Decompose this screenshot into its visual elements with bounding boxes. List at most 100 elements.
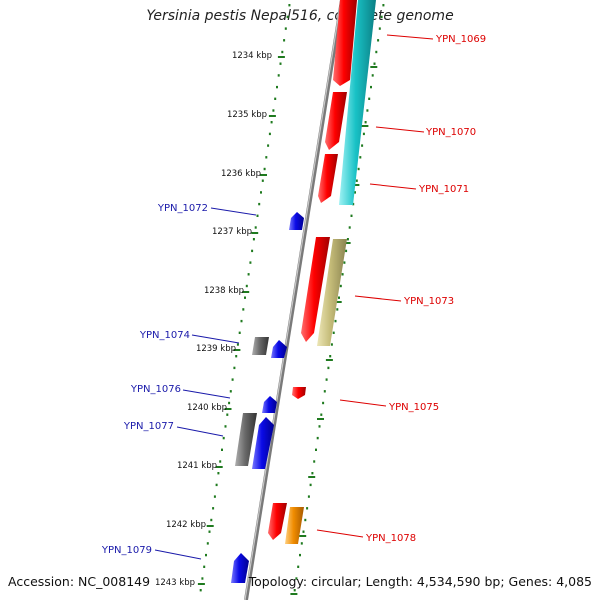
minor-tick xyxy=(377,39,380,42)
right-tick-rail xyxy=(290,4,385,595)
leader-line xyxy=(386,34,434,40)
minor-tick xyxy=(364,121,367,124)
minor-tick xyxy=(354,191,356,194)
minor-tick xyxy=(304,518,307,522)
minor-tick xyxy=(236,343,239,346)
minor-tick xyxy=(260,191,262,194)
minor-tick xyxy=(256,214,259,217)
leader-line xyxy=(375,126,425,133)
minor-tick xyxy=(284,27,287,30)
gene-label[interactable]: YPN_1077 xyxy=(123,421,174,432)
minor-tick xyxy=(338,296,340,299)
scale-label: 1242 kbp xyxy=(166,520,206,530)
gene-label[interactable]: YPN_1073 xyxy=(403,296,454,307)
genome-title: Yersinia pestis Nepal516, complete genom… xyxy=(146,8,454,24)
minor-tick xyxy=(208,530,211,533)
minor-tick xyxy=(277,74,280,77)
minor-tick xyxy=(359,156,362,159)
minor-tick xyxy=(224,425,227,428)
gene-ypn-1077[interactable] xyxy=(235,413,257,466)
minor-tick xyxy=(299,553,301,557)
minor-tick xyxy=(352,202,355,206)
gene-ypn-1069-partner[interactable] xyxy=(339,0,376,205)
minor-tick xyxy=(276,85,278,89)
minor-tick xyxy=(345,249,348,253)
minor-tick xyxy=(238,331,241,334)
minor-tick xyxy=(231,378,234,381)
scale-labels: 1234 kbp 1235 kbp 1236 kbp 1237 kbp 1238… xyxy=(155,51,272,588)
gene-label[interactable]: YPN_1072 xyxy=(157,203,208,214)
minor-tick xyxy=(233,366,236,370)
minor-tick xyxy=(315,448,317,451)
gene-label[interactable]: YPN_1069 xyxy=(435,34,486,45)
gene-features-forward xyxy=(268,0,376,544)
minor-tick xyxy=(316,436,319,440)
gene-ypn-1074-partner[interactable] xyxy=(271,340,287,358)
minor-tick xyxy=(368,97,371,100)
minor-tick xyxy=(267,144,270,147)
minor-tick xyxy=(320,413,323,416)
gene-label[interactable]: YPN_1076 xyxy=(130,384,181,395)
gene-ypn-1077-partner[interactable] xyxy=(252,417,274,469)
gene-ypn-1078-partner[interactable] xyxy=(285,507,304,544)
minor-tick xyxy=(254,226,257,229)
minor-tick xyxy=(270,121,273,124)
minor-tick xyxy=(361,144,364,147)
leader-line xyxy=(210,207,257,216)
gene-ypn-1078[interactable] xyxy=(268,503,287,540)
minor-tick xyxy=(366,109,369,112)
gene-ypn-1071[interactable] xyxy=(318,154,338,203)
gene-ypn-1070[interactable] xyxy=(325,92,347,150)
minor-tick xyxy=(205,553,207,557)
minor-tick xyxy=(327,366,330,370)
genome-summary-text: Topology: circular; Length: 4,534,590 bp… xyxy=(248,574,592,589)
genome-backbone-highlight xyxy=(244,0,342,600)
gene-ypn-1072[interactable] xyxy=(289,212,304,230)
minor-tick xyxy=(341,273,344,276)
scale-label: 1239 kbp xyxy=(196,344,236,354)
gene-label[interactable]: YPN_1079 xyxy=(101,545,152,556)
gene-ypn-1074[interactable] xyxy=(252,337,269,355)
minor-tick xyxy=(212,507,215,510)
minor-tick xyxy=(334,319,337,323)
minor-tick xyxy=(199,589,202,592)
minor-tick xyxy=(300,542,303,545)
minor-tick xyxy=(279,62,282,65)
gene-ypn-1073[interactable] xyxy=(301,237,330,342)
minor-tick xyxy=(286,15,289,19)
minor-tick xyxy=(274,97,277,100)
gene-ypn-1069[interactable] xyxy=(333,0,357,86)
gene-label[interactable]: YPN_1071 xyxy=(418,184,469,195)
gene-label[interactable]: YPN_1075 xyxy=(388,402,439,413)
gene-label[interactable]: YPN_1074 xyxy=(139,330,190,341)
gene-label[interactable]: YPN_1070 xyxy=(425,127,476,138)
minor-tick xyxy=(272,109,275,112)
scale-label: 1234 kbp xyxy=(232,51,272,61)
leader-line xyxy=(354,295,402,302)
minor-tick xyxy=(229,390,232,393)
gene-label[interactable]: YPN_1078 xyxy=(365,533,416,544)
scale-label: 1236 kbp xyxy=(221,169,261,179)
minor-tick xyxy=(325,378,328,381)
minor-tick xyxy=(380,15,383,19)
minor-tick xyxy=(378,27,381,30)
minor-tick xyxy=(307,495,310,498)
gene-ypn-1075[interactable] xyxy=(292,387,306,399)
minor-tick xyxy=(240,319,243,323)
minor-tick xyxy=(329,355,332,358)
minor-tick xyxy=(203,565,206,568)
minor-tick xyxy=(339,284,342,288)
minor-tick xyxy=(346,238,349,241)
minor-tick xyxy=(283,39,286,42)
minor-tick xyxy=(330,343,333,346)
gene-ypn-1079[interactable] xyxy=(231,553,249,583)
minor-tick xyxy=(336,308,339,311)
minor-tick xyxy=(252,238,255,241)
scale-label: 1237 kbp xyxy=(212,227,252,237)
gene-ypn-1076[interactable] xyxy=(262,396,277,413)
minor-tick xyxy=(258,202,261,206)
gene-ypn-1073-partner[interactable] xyxy=(317,239,347,346)
minor-tick xyxy=(222,436,225,440)
leader-line xyxy=(154,549,202,560)
minor-tick xyxy=(226,413,229,416)
